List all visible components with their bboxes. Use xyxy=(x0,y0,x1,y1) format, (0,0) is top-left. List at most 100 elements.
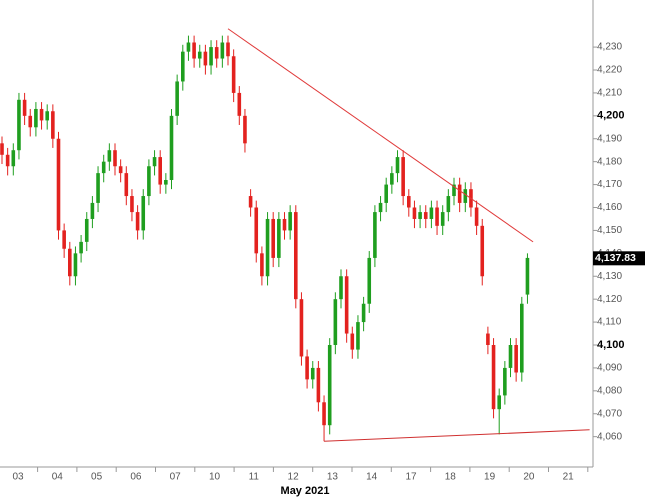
x-tick-label: 14 xyxy=(366,472,378,483)
candle-body xyxy=(361,303,366,323)
y-tick-label: 4,150 xyxy=(597,225,622,236)
x-tick-label: 21 xyxy=(563,472,575,483)
x-tick-label: 13 xyxy=(327,472,339,483)
candle-body xyxy=(520,303,524,373)
candle-body xyxy=(294,212,298,300)
candle-body xyxy=(463,189,468,203)
candle-body xyxy=(525,257,530,295)
candle-body xyxy=(45,111,49,121)
candle-body xyxy=(412,207,417,219)
x-tick-label: 06 xyxy=(130,472,142,483)
candle-body xyxy=(226,42,230,57)
candle-body xyxy=(101,161,106,174)
candle-body xyxy=(440,212,445,226)
x-tick-label: 11 xyxy=(249,472,260,483)
candle-body xyxy=(429,207,434,219)
candle-body xyxy=(5,154,10,167)
candle-body xyxy=(90,202,95,219)
candle-body xyxy=(197,51,202,59)
candle-body xyxy=(164,180,168,185)
candle-body xyxy=(248,196,253,208)
x-tick-label: 17 xyxy=(405,472,417,483)
y-tick-label: 4,220 xyxy=(597,65,622,76)
y-tick-label: 4,110 xyxy=(597,317,622,328)
candle-body xyxy=(243,115,247,144)
y-tick-label: 4,170 xyxy=(597,179,622,190)
candle-body xyxy=(367,257,372,304)
candle-body xyxy=(181,51,185,82)
candle-body xyxy=(39,108,44,121)
candle-body xyxy=(11,150,16,167)
candle-body xyxy=(271,218,275,258)
candle-body xyxy=(344,276,349,334)
y-tick-label: 4,160 xyxy=(597,202,622,213)
candle-body xyxy=(508,345,513,368)
candle-body xyxy=(254,207,259,254)
candle-body xyxy=(130,196,134,213)
y-tick-label: 4,190 xyxy=(597,133,622,144)
x-tick-label: 07 xyxy=(170,472,182,483)
candle-body xyxy=(333,299,338,345)
candle-body xyxy=(96,173,100,203)
candle-body xyxy=(28,115,33,128)
candle-body xyxy=(514,345,518,373)
trendline xyxy=(324,429,590,442)
candle-body xyxy=(486,333,490,345)
candle-body xyxy=(73,253,78,277)
x-tick-label: 12 xyxy=(288,472,300,483)
candle-body xyxy=(220,42,225,59)
candle-body xyxy=(68,248,72,277)
candle-body xyxy=(118,166,123,174)
x-tick-label: 04 xyxy=(52,472,64,483)
y-tick-label: 4,230 xyxy=(597,42,622,53)
candle-body xyxy=(231,56,236,93)
candle-body xyxy=(17,99,21,151)
y-tick-label: 4,090 xyxy=(597,363,622,374)
candle-body xyxy=(316,367,321,403)
y-tick-label: 4,130 xyxy=(597,271,622,282)
candle-body xyxy=(62,230,66,249)
candle-body xyxy=(79,241,83,254)
candle-body xyxy=(322,402,326,426)
candle-body xyxy=(288,212,292,231)
candle-body xyxy=(474,207,479,226)
x-axis-label: May 2021 xyxy=(281,485,330,497)
price-tag-label: 4,137.83 xyxy=(595,252,636,264)
candle-body xyxy=(480,225,485,277)
candle-body xyxy=(418,212,422,219)
candle-body xyxy=(186,42,191,52)
x-tick-label: 05 xyxy=(91,472,103,483)
candle-body xyxy=(390,173,394,185)
x-tick-label: 19 xyxy=(484,472,496,483)
candle-body xyxy=(141,196,146,231)
x-tick-label: 10 xyxy=(209,472,221,483)
candle-body xyxy=(265,218,270,277)
candle-body xyxy=(56,138,61,231)
candle-body xyxy=(147,166,151,197)
x-tick-label: 20 xyxy=(523,472,535,483)
x-tick-label: 03 xyxy=(12,472,24,483)
y-tick-label: 4,200 xyxy=(597,110,625,122)
candle-body xyxy=(0,143,4,155)
candle-body xyxy=(350,333,355,350)
y-tick-label: 4,120 xyxy=(597,294,622,305)
candle-body xyxy=(407,196,411,208)
x-tick-label: 18 xyxy=(445,472,457,483)
candle-body xyxy=(209,47,213,66)
y-tick-label: 4,100 xyxy=(597,339,625,351)
candle-body xyxy=(107,150,112,162)
y-tick-label: 4,210 xyxy=(597,88,622,99)
candle-body xyxy=(203,51,208,66)
candle-body xyxy=(22,99,27,116)
candle-body xyxy=(457,184,462,203)
candle-body xyxy=(282,218,287,231)
candle-body xyxy=(497,395,501,410)
candle-body xyxy=(214,47,219,59)
candle-body xyxy=(373,212,377,258)
candle-body xyxy=(446,196,451,213)
candle-body xyxy=(277,218,281,258)
y-tick-label: 4,070 xyxy=(597,408,622,419)
candle-body xyxy=(124,173,129,197)
candle-body xyxy=(175,81,179,116)
